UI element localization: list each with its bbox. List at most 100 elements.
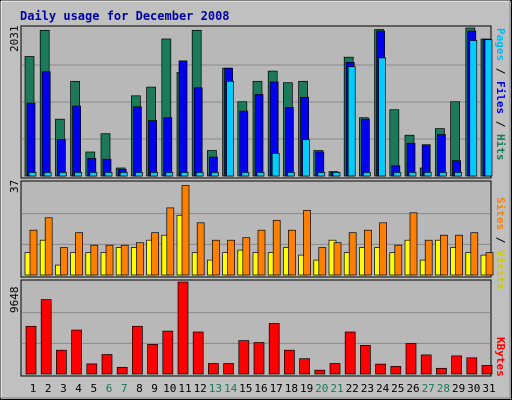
x-tick-label-day-12: 12: [194, 382, 207, 395]
sites-sites-bar-day-8: [136, 242, 144, 276]
kbytes-kbytes-bar-day-18: [284, 349, 295, 375]
legend-visits: Visits: [494, 250, 507, 290]
x-tick-label-day-28: 28: [437, 382, 450, 395]
hits-pages-bar-day-7: [119, 172, 128, 177]
sites-sites-bar-day-11: [181, 185, 190, 276]
x-tick-label-day-17: 17: [270, 382, 283, 395]
kbytes-kbytes-bar-day-2: [40, 299, 52, 375]
kbytes-kbytes-bar-day-15: [238, 340, 250, 375]
kbytes-kbytes-bar-day-30: [466, 357, 478, 375]
kbytes-kbytes-bar-day-1: [25, 325, 37, 375]
x-tick-labels: 1 2 3 4 5 6 7 8 9 10 11 12 13 14 15 16 17 18 19 20 21 22 23 24 2…: [30, 382, 496, 395]
hits-pages-bar-day-18: [287, 172, 295, 177]
hits-pages-bar-day-15: [241, 172, 250, 177]
sites-sites-bar-day-9: [151, 232, 159, 276]
hits-files-bar-day-28: [437, 134, 446, 177]
sites-sites-bar-day-23: [364, 229, 372, 276]
sites-sites-bar-day-31: [485, 252, 494, 276]
sites-sites-bar-day-24: [379, 222, 387, 276]
kbytes-kbytes-bar-day-17: [268, 323, 280, 375]
sites-sites-bar-day-25: [394, 244, 403, 276]
kbytes-kbytes-bar-day-10: [162, 330, 174, 375]
sites-sites-bar-day-10: [166, 207, 175, 276]
sites-sites-bar-day-14: [227, 239, 235, 276]
kbytes-kbytes-bar-day-25: [390, 366, 402, 375]
hits-side-legend: Pages / Files / Hits: [494, 28, 507, 161]
hits-pages-bar-day-11: [180, 172, 189, 177]
hits-pages-bar-day-23: [363, 172, 371, 177]
kbytes-kbytes-bar-day-27: [420, 354, 432, 375]
hits-pages-bar-day-4: [74, 172, 82, 177]
kbytes-kbytes-bar-day-11: [177, 281, 189, 375]
kbytes-kbytes-bar-day-22: [344, 331, 356, 375]
hits-pages-bar-day-8: [135, 172, 143, 177]
x-tick-label-day-27: 27: [422, 382, 435, 395]
kbytes-kbytes-bar-day-16: [253, 342, 265, 375]
kbytes-ymax-label: 9648: [8, 287, 21, 314]
hits-pages-bar-day-31: [484, 39, 493, 177]
x-tick-label-day-9: 9: [151, 382, 158, 395]
kbytes-kbytes-bar-day-19: [299, 358, 310, 375]
sites-sites-bar-day-13: [212, 239, 220, 276]
hits-pages-bar-day-14: [226, 80, 234, 177]
kbytes-kbytes-bar-day-23: [360, 345, 371, 375]
kbytes-kbytes-bar-day-28: [436, 367, 447, 375]
x-tick-label-day-1: 1: [30, 382, 37, 395]
kbytes-kbytes-bar-day-7: [116, 366, 128, 375]
hits-pages-bar-day-5: [89, 172, 98, 177]
x-tick-label-day-2: 2: [45, 382, 52, 395]
hits-pages-bar-day-9: [150, 172, 158, 177]
x-tick-label-day-5: 5: [90, 382, 97, 395]
kbytes-kbytes-bar-day-9: [147, 344, 158, 375]
x-tick-label-day-6: 6: [106, 382, 113, 395]
sites-sites-bar-day-27: [424, 239, 433, 276]
hits-files-bar-day-23: [361, 118, 370, 177]
sites-sites-bar-day-7: [120, 244, 129, 276]
kbytes-kbytes-bar-day-31: [481, 365, 493, 375]
hits-pages-bar-day-25: [393, 172, 402, 177]
x-tick-label-day-30: 30: [467, 382, 480, 395]
x-tick-label-day-25: 25: [391, 382, 404, 395]
x-tick-label-day-11: 11: [178, 382, 191, 395]
legend-kbytes: KBytes: [494, 337, 507, 377]
x-tick-label-day-23: 23: [361, 382, 374, 395]
kbytes-kbytes-bar-day-14: [223, 363, 234, 375]
hits-files-bar-day-9: [148, 120, 157, 177]
x-tick-label-day-21: 21: [330, 382, 343, 395]
hits-pages-bar-day-22: [347, 66, 356, 177]
kbytes-kbytes-bar-day-13: [208, 363, 219, 375]
hits-pages-bar-day-13: [211, 172, 219, 177]
hits-pages-bar-day-19: [302, 139, 310, 177]
sites-ymax-label: 37: [8, 180, 21, 193]
hits-files-bar-day-3: [57, 139, 66, 177]
hits-pages-bar-day-30: [469, 40, 478, 177]
x-tick-label-day-24: 24: [376, 382, 390, 395]
kbytes-kbytes-bar-day-12: [192, 331, 204, 375]
bars: [24, 27, 494, 375]
sites-sites-bar-day-6: [105, 244, 114, 276]
kbytes-kbytes-bar-day-8: [132, 325, 143, 375]
x-tick-label-day-14: 14: [224, 382, 238, 395]
x-tick-label-day-20: 20: [315, 382, 328, 395]
sites-sites-bar-day-18: [288, 229, 296, 276]
x-tick-label-day-18: 18: [285, 382, 298, 395]
sites-sites-bar-day-19: [303, 210, 311, 276]
x-tick-label-day-31: 31: [482, 382, 495, 395]
sites-sites-bar-day-30: [470, 232, 479, 276]
hits-pages-bar-day-28: [439, 172, 447, 177]
hits-ymax-label: 2031: [8, 26, 21, 53]
hits-files-bar-day-11: [178, 60, 188, 177]
hits-pages-bar-day-20: [317, 172, 326, 177]
hits-pages-bar-day-27: [423, 172, 432, 177]
hits-files-bar-day-15: [239, 110, 249, 177]
x-tick-label-day-3: 3: [60, 382, 67, 395]
kbytes-kbytes-bar-day-29: [451, 355, 462, 375]
legend-hits: Hits: [494, 134, 507, 161]
hits-pages-bar-day-26: [408, 172, 417, 177]
x-tick-label-day-29: 29: [452, 382, 465, 395]
hits-pages-bar-day-2: [43, 172, 52, 177]
kbytes-kbytes-bar-day-3: [56, 349, 67, 375]
chart-title: Daily usage for December 2008: [20, 9, 230, 23]
hits-files-bar-day-1: [26, 102, 36, 177]
x-tick-label-day-15: 15: [239, 382, 252, 395]
